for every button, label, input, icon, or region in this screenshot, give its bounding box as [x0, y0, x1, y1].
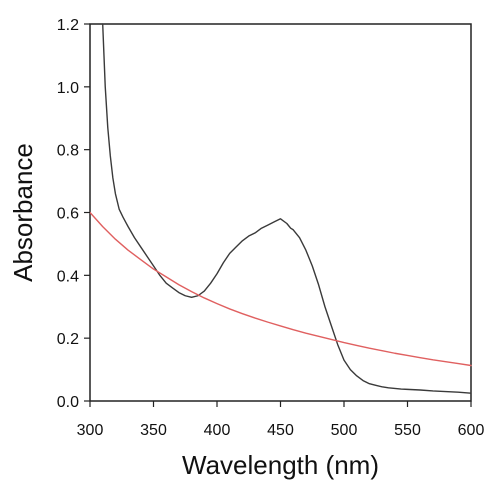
x-tick-label: 450: [267, 422, 294, 439]
series-line-2: [89, 211, 472, 367]
series-layer: [89, 23, 472, 394]
x-tick-label: 350: [140, 422, 167, 439]
series-line-1: [101, 23, 472, 394]
x-tick-label: 500: [331, 422, 358, 439]
x-tick-label: 400: [204, 422, 231, 439]
plot-frame: [89, 23, 472, 402]
ticks: 300 350 400 450 500 550 600 0.0 0.2 0.4 0.6 0.8 1.0 1…: [57, 17, 485, 439]
y-tick-label: 1.2: [57, 17, 79, 34]
y-axis-label: Absorbance: [8, 143, 38, 282]
y-tick-label: 0.2: [57, 331, 79, 348]
y-tick-label: 0.0: [57, 394, 79, 411]
x-axis-label: Wavelength (nm): [182, 450, 379, 480]
y-tick-label: 1.0: [57, 80, 79, 97]
y-tick-label: 0.6: [57, 206, 79, 223]
x-tick-label: 300: [77, 422, 104, 439]
plot-area: [89, 23, 472, 402]
y-tick-label: 0.4: [57, 268, 79, 285]
x-tick-label: 600: [458, 422, 485, 439]
y-tick-label: 0.8: [57, 143, 79, 160]
x-tick-label: 550: [394, 422, 421, 439]
